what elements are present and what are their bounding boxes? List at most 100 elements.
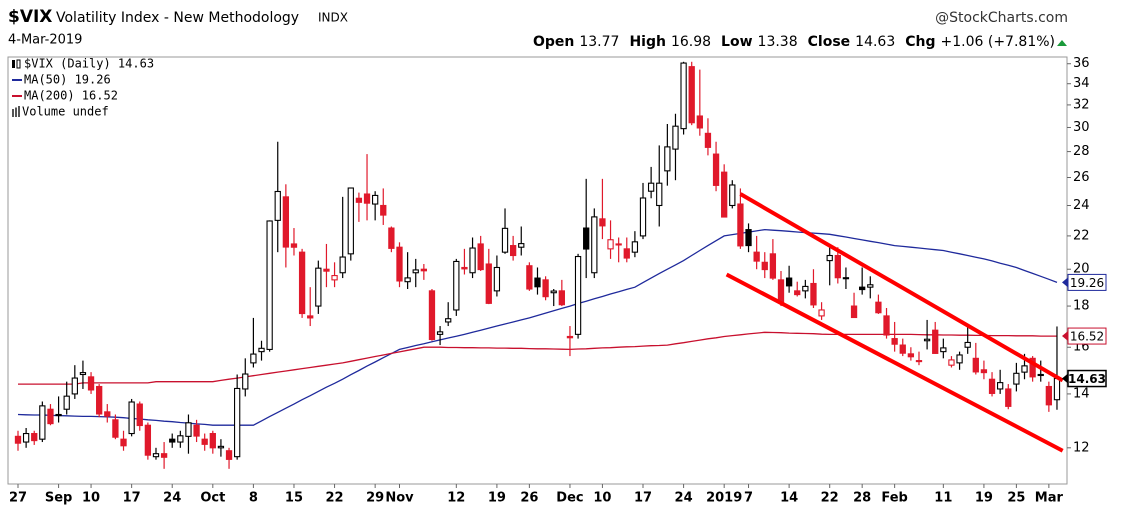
candle-body <box>729 184 736 207</box>
candle-body <box>712 153 720 186</box>
candle-body <box>55 413 62 417</box>
candle-body <box>591 216 598 274</box>
x-tick-label: 14 <box>780 491 798 506</box>
candle-body <box>185 422 192 437</box>
candle-body <box>250 353 257 364</box>
candle-body <box>842 277 850 280</box>
candle-body <box>761 261 768 271</box>
x-tick-label: 11 <box>934 491 952 506</box>
x-tick-label: 8 <box>249 491 258 506</box>
plot-frame <box>7 56 1068 485</box>
legend-label: $VIX (Daily) 14.63 <box>24 57 154 71</box>
candle-body <box>574 255 582 335</box>
candle-body <box>14 435 22 444</box>
candle-body <box>331 275 338 281</box>
candle-body <box>1053 377 1061 401</box>
quote-label: Chg <box>905 34 935 50</box>
candle-body <box>445 318 452 323</box>
symbol: $VIX <box>8 7 52 27</box>
x-tick-label: 24 <box>163 491 181 506</box>
candle-body <box>867 284 874 288</box>
candle-body <box>453 260 460 311</box>
candle-body <box>850 305 858 319</box>
candle-body <box>47 408 54 425</box>
candle-body <box>87 376 95 391</box>
candle-body <box>201 438 208 445</box>
candle-body <box>932 329 939 354</box>
candle-body <box>518 243 525 248</box>
candle-body <box>396 246 403 282</box>
candle-body <box>745 229 752 247</box>
candle-body <box>1005 388 1012 407</box>
candle-body <box>664 146 671 172</box>
candle-body <box>721 171 728 218</box>
candle-body <box>112 419 119 438</box>
price-tag-arrow <box>1062 373 1068 384</box>
candle-body <box>526 265 533 290</box>
candle-body <box>355 197 363 203</box>
x-tick-label: Dec <box>556 491 583 506</box>
x-tick-label: 17 <box>123 491 141 506</box>
legend-swatch <box>18 106 20 117</box>
candle-body <box>104 411 111 417</box>
candle-body <box>550 290 557 294</box>
x-tick-label: 22 <box>326 491 344 506</box>
exchange: INDX <box>318 11 348 25</box>
x-tick-label: 22 <box>821 491 839 506</box>
quote-label: Open <box>533 34 574 50</box>
y-tick-label: 34 <box>1073 76 1090 91</box>
x-tick-label: 7 <box>744 491 753 506</box>
candle-body <box>583 227 590 250</box>
candle-body <box>615 243 622 246</box>
candle-body <box>704 132 712 148</box>
candle-body <box>412 269 419 274</box>
candle-body <box>31 432 38 442</box>
candle-body <box>160 453 168 458</box>
candle-body <box>997 382 1004 390</box>
candle-body <box>769 253 777 279</box>
candle-body <box>169 438 176 443</box>
candle-body <box>323 268 330 272</box>
candle-body <box>404 277 411 283</box>
quote-label: High <box>629 34 666 50</box>
price-tag-arrow <box>1062 331 1068 342</box>
candle-body <box>388 227 395 249</box>
candle-body <box>988 378 996 394</box>
candle-body <box>907 353 915 358</box>
candle-body <box>753 251 760 262</box>
x-tick-label: 26 <box>520 491 538 506</box>
candle-body <box>558 290 565 306</box>
candle-body <box>680 62 687 130</box>
moving-average <box>18 331 1057 385</box>
x-tick-label: 17 <box>634 491 652 506</box>
candle-body <box>193 424 200 437</box>
candle-body <box>274 190 281 221</box>
quote-value: +1.06 (+7.81%) <box>941 34 1055 50</box>
quote-label: Low <box>721 34 753 50</box>
price-tag: 14.63 <box>1068 372 1106 386</box>
legend: $VIX (Daily) 14.63 MA(50) 19.26 MA(200) 16… <box>12 57 154 119</box>
y-tick-label: 36 <box>1073 56 1090 71</box>
candle-body <box>777 279 785 303</box>
legend-swatch <box>12 109 14 117</box>
candle-body <box>607 239 614 250</box>
candle-body <box>509 245 517 257</box>
x-tick-label: 25 <box>1007 491 1025 506</box>
quote: Open 13.77 High 16.98 Low 13.38 Close 14.63 Chg +… <box>533 34 1055 50</box>
legend-label: MA(50) 19.26 <box>24 73 111 87</box>
candle-body <box>688 66 695 124</box>
candle-body <box>298 251 306 315</box>
candle-body <box>542 279 549 298</box>
candle-body <box>266 220 273 350</box>
x-tick-label: Feb <box>881 491 907 506</box>
x-tick-label: Oct <box>200 491 225 506</box>
y-tick-label: 14 <box>1073 386 1090 401</box>
candle-body <box>282 196 290 248</box>
candle-body <box>242 373 249 390</box>
candle-body <box>1021 365 1028 373</box>
candle-body <box>647 182 655 192</box>
candle-body <box>534 277 541 288</box>
y-tick-label: 12 <box>1073 440 1090 455</box>
candle-body <box>152 453 160 458</box>
candle-body <box>339 256 346 274</box>
